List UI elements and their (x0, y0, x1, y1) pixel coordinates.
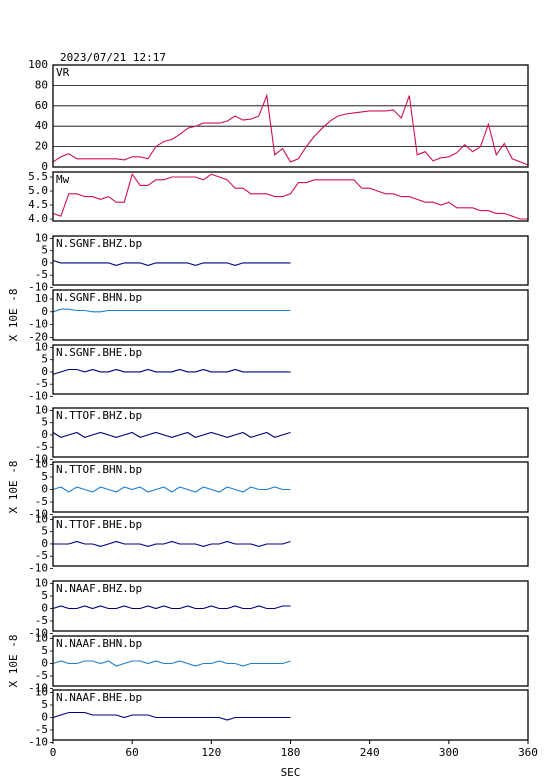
y-tick-label: 20 (35, 140, 48, 153)
panel-label: N.TTOF.BHZ.bp (56, 409, 142, 422)
series-line (52, 486, 291, 493)
y-tick-label: -10 (28, 452, 48, 465)
panel-frame (52, 580, 529, 632)
y-tick-label: 10 (35, 577, 48, 590)
y-tick-label: 5 (41, 470, 48, 483)
y-tick-label: 5 (41, 589, 48, 602)
y-tick-label: -10 (28, 561, 48, 574)
y-axis-label: X 10E -8 (7, 289, 20, 342)
panel-frame (52, 64, 529, 168)
y-tick-label: 5 (41, 416, 48, 429)
y-tick-label: -10 (28, 508, 48, 521)
panel-label: Mw (56, 173, 70, 186)
y-tick-label: 60 (35, 99, 48, 112)
x-tick-label: 60 (126, 746, 139, 759)
y-tick-label: -5 (35, 723, 48, 736)
y-tick-label: -5 (35, 268, 48, 281)
y-tick-label: -10 (28, 682, 48, 695)
panel-label: N.NAAF.BHN.bp (56, 637, 142, 650)
y-tick-label: 4.0 (28, 212, 48, 225)
panel-label: N.TTOF.BHE.bp (56, 518, 142, 531)
y-tick-label: -5 (35, 669, 48, 682)
y-tick-label: -10 (28, 736, 48, 749)
y-tick-label: 40 (35, 119, 48, 132)
panel-frame (52, 407, 529, 458)
x-tick-label: 120 (201, 746, 221, 759)
y-tick-label: 0 (41, 711, 48, 724)
y-tick-label: -10 (28, 318, 48, 331)
x-tick-label: 0 (50, 746, 57, 759)
y-tick-label: 10 (35, 512, 48, 525)
y-tick-label: 0 (41, 365, 48, 378)
panel-label: N.SGNF.BHN.bp (56, 291, 142, 304)
series-line (52, 93, 529, 166)
panel-frame (52, 235, 529, 286)
panel-frame (52, 516, 529, 567)
y-tick-label: 0 (41, 160, 48, 173)
x-tick-label: 360 (518, 746, 538, 759)
series-line (52, 660, 291, 667)
series-line (52, 308, 291, 313)
y-tick-label: 10 (35, 686, 48, 699)
panel-label: N.TTOF.BHN.bp (56, 463, 142, 476)
x-tick-label: 180 (281, 746, 301, 759)
y-tick-label: -5 (35, 377, 48, 390)
series-line (52, 172, 528, 220)
y-tick-label: 100 (28, 58, 48, 71)
y-tick-label: 10 (35, 632, 48, 645)
y-tick-label: 5 (41, 698, 48, 711)
panel-label: N.SGNF.BHE.bp (56, 346, 142, 359)
y-tick-label: -5 (35, 440, 48, 453)
y-tick-label: 5 (41, 525, 48, 538)
y-tick-label: 5.5 (28, 170, 48, 183)
panel-frame (52, 461, 529, 513)
y-axis-label: X 10E -8 (7, 635, 20, 688)
panel-frame (52, 635, 529, 687)
chart-title: 2023/07/21 12:17 (60, 51, 166, 64)
y-tick-label: 5 (41, 644, 48, 657)
y-tick-label: 10 (35, 340, 48, 353)
y-tick-label: 10 (35, 458, 48, 471)
y-tick-label: 4.5 (28, 198, 48, 211)
y-tick-label: -10 (28, 280, 48, 293)
y-axis-label: X 10E -8 (7, 461, 20, 514)
series-line (52, 368, 291, 375)
series-line (53, 540, 291, 547)
y-tick-label: 0 (41, 602, 48, 615)
y-tick-label: 80 (35, 78, 48, 91)
y-tick-label: 0 (41, 428, 48, 441)
y-tick-label: -5 (35, 614, 48, 627)
y-tick-label: 10 (35, 292, 48, 305)
y-tick-label: 0 (41, 256, 48, 269)
panel-label: N.NAAF.BHE.bp (56, 691, 142, 704)
series-line (52, 605, 291, 610)
y-tick-label: 10 (35, 231, 48, 244)
y-tick-label: 5 (41, 353, 48, 366)
x-tick-label: 240 (360, 746, 380, 759)
y-tick-label: 0 (41, 483, 48, 496)
y-tick-label: -20 (28, 330, 48, 343)
panel-label: N.NAAF.BHZ.bp (56, 582, 142, 595)
y-tick-label: 0 (41, 657, 48, 670)
series-line (52, 259, 291, 266)
x-axis-label: SEC (281, 766, 301, 779)
x-tick-label: 300 (439, 746, 459, 759)
y-tick-label: -10 (28, 389, 48, 402)
y-tick-label: 0 (41, 537, 48, 550)
y-tick-label: -5 (35, 549, 48, 562)
series-line (52, 431, 291, 439)
panel-frame (52, 171, 529, 222)
panel-frame (52, 344, 529, 395)
y-tick-label: 5 (41, 244, 48, 257)
panel-frame (52, 289, 529, 341)
panel-label: VR (56, 66, 70, 79)
y-tick-label: 5.0 (28, 184, 48, 197)
y-tick-label: 10 (35, 403, 48, 416)
panel-label: N.SGNF.BHZ.bp (56, 237, 142, 250)
y-tick-label: -10 (28, 627, 48, 640)
y-tick-label: -5 (35, 495, 48, 508)
y-tick-label: 0 (41, 305, 48, 318)
series-line (52, 711, 291, 721)
